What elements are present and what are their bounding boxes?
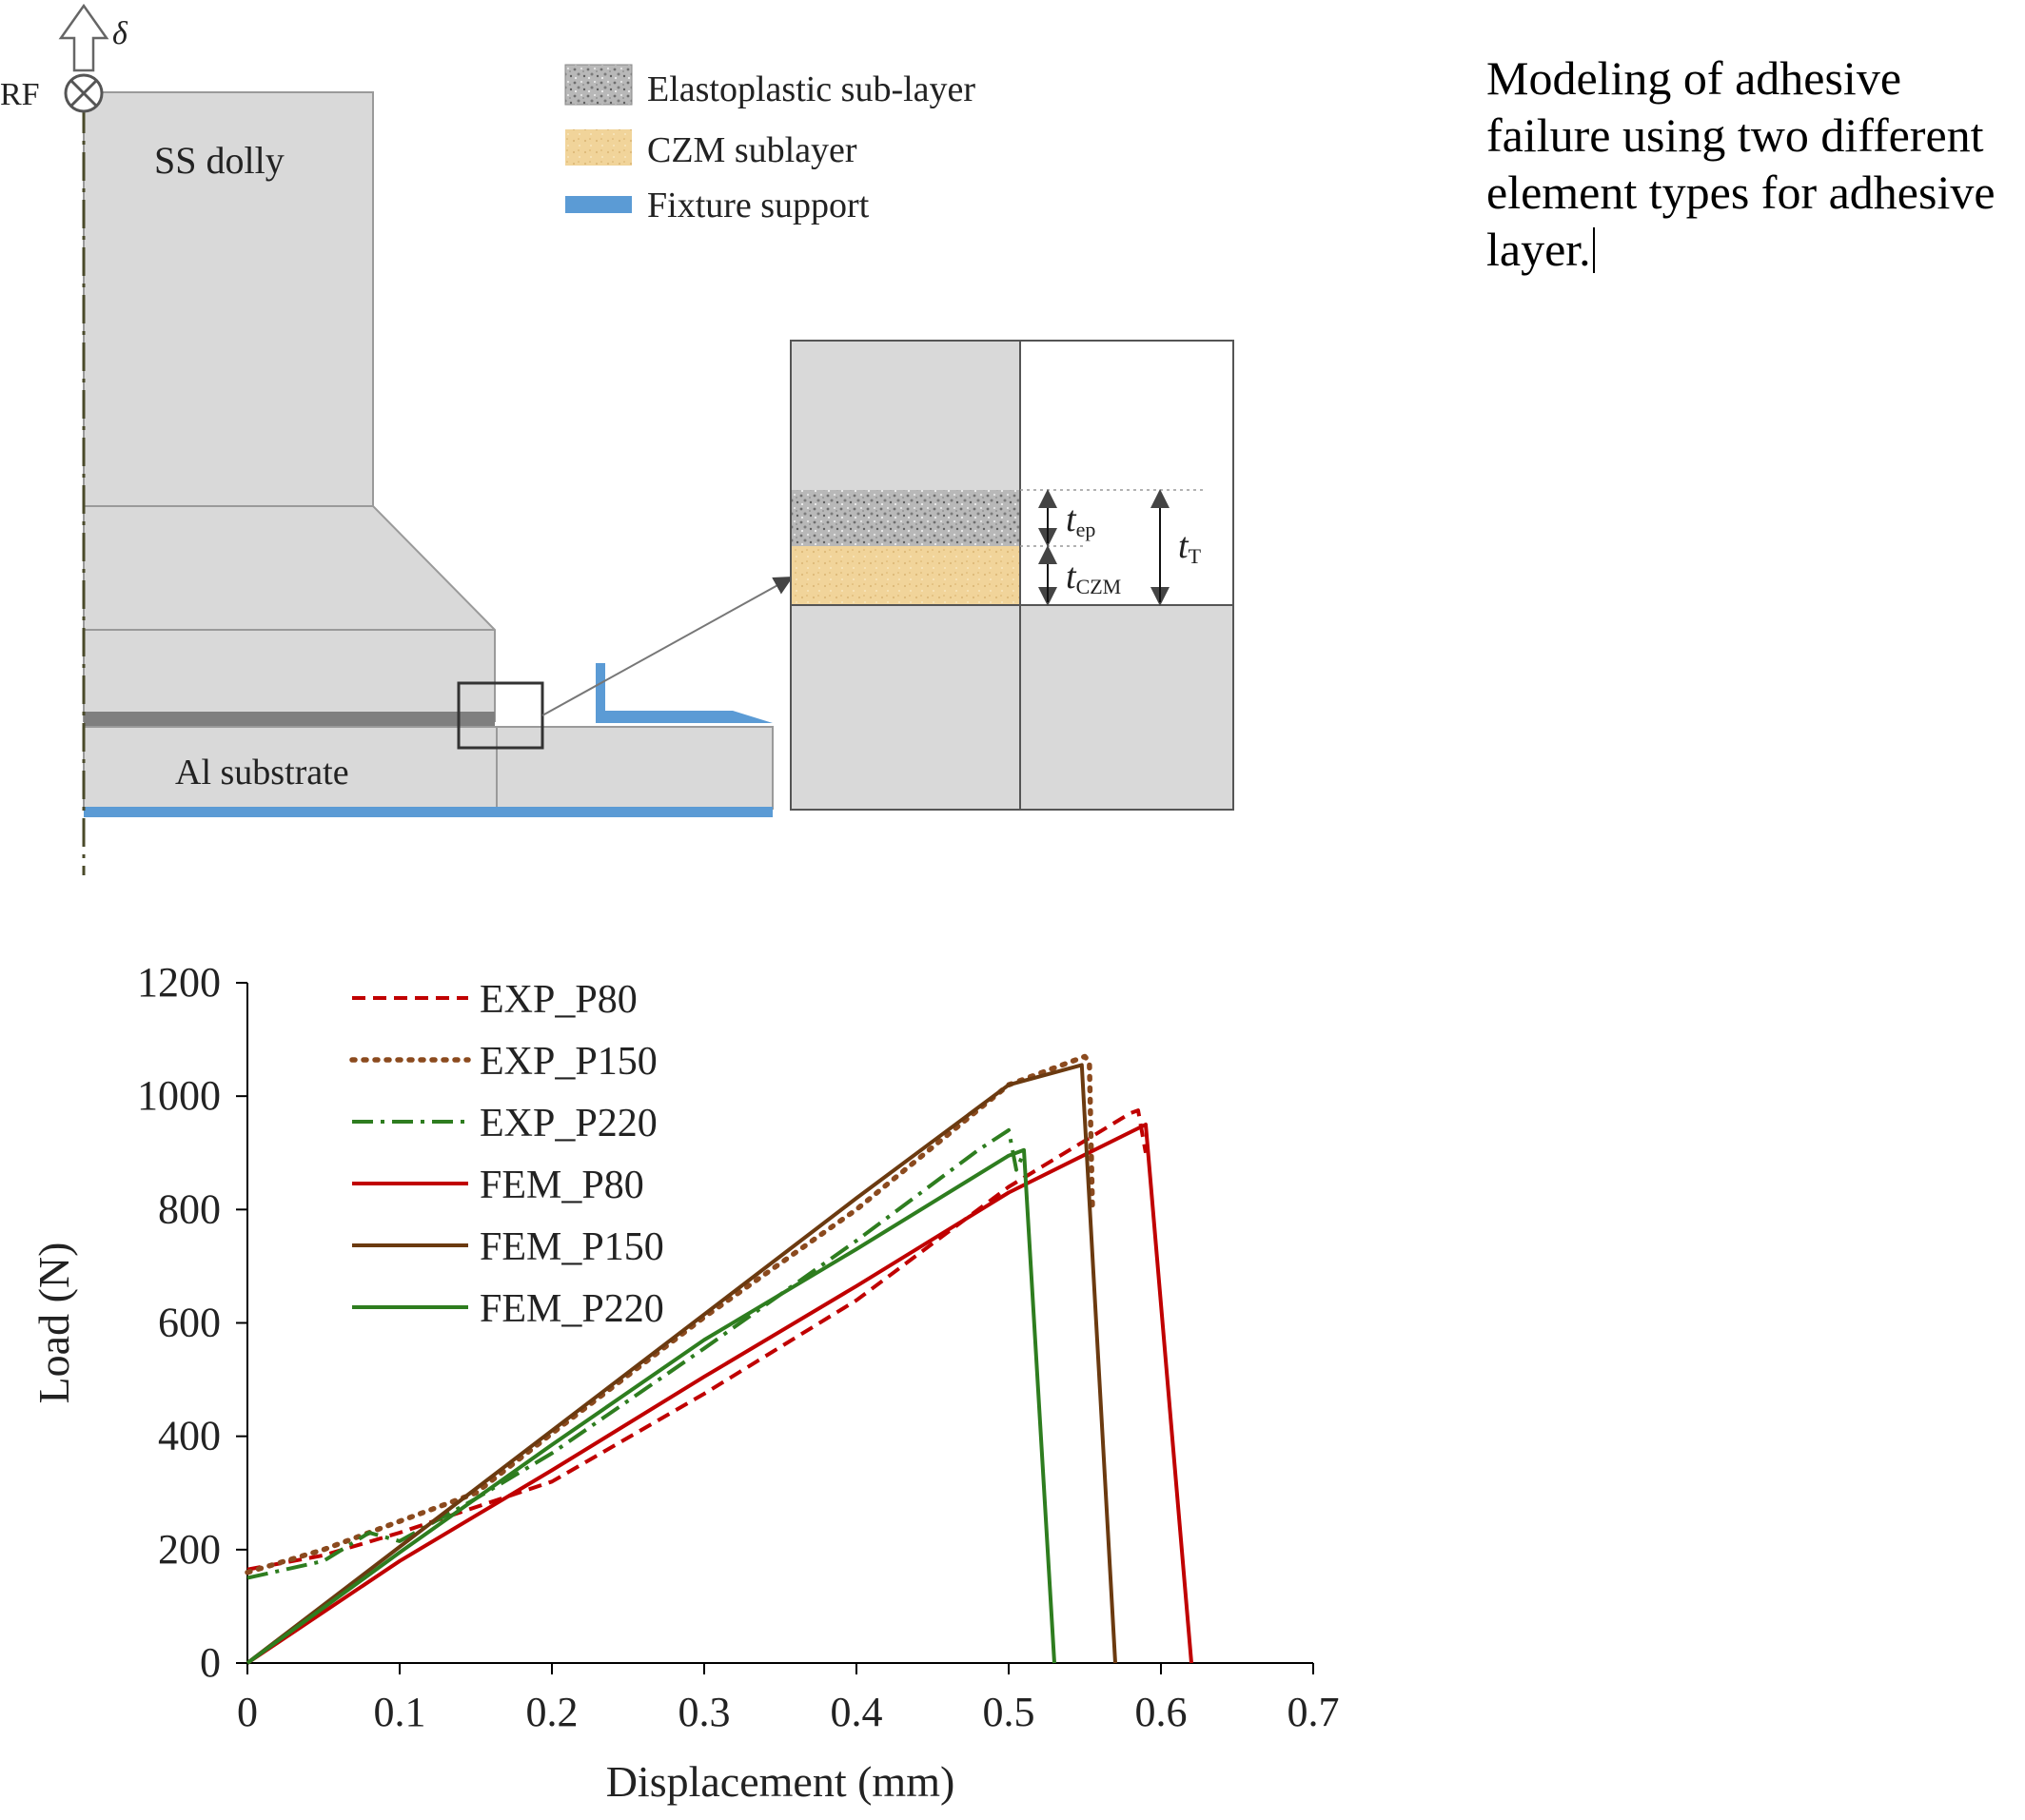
legend-swatch-elastoplastic bbox=[564, 64, 633, 106]
legend-label: EXP_P220 bbox=[480, 1102, 658, 1145]
series-line-exp-p150 bbox=[245, 1053, 1095, 1575]
y-tick-label: 600 bbox=[158, 1300, 221, 1346]
series-line-fem-p220 bbox=[246, 1147, 1056, 1665]
inset-detail: tep tCZM tT bbox=[790, 340, 1234, 811]
series-line-fem-p80 bbox=[246, 1123, 1193, 1665]
y-tick-label: 400 bbox=[158, 1413, 221, 1459]
annotation-text: Modeling of adhesive failure using two d… bbox=[1486, 51, 1996, 276]
series-line-exp-p80 bbox=[246, 1108, 1148, 1572]
ss-dolly bbox=[83, 91, 496, 722]
reference-point-icon bbox=[64, 73, 104, 113]
zoom-connector bbox=[541, 577, 794, 716]
delta-label: δ bbox=[112, 16, 128, 51]
legend-swatch-fixture bbox=[565, 196, 632, 213]
rf-label: RF bbox=[0, 77, 40, 112]
inset-czm-layer bbox=[792, 546, 1020, 605]
t-ep-label: tep bbox=[1066, 499, 1095, 541]
y-tick-label: 1000 bbox=[137, 1072, 221, 1119]
load-displacement-chart: 0 200 400 600 800 1000 1200 0 0.1 0.2 0.3 0.4 0.5 0.6… bbox=[29, 959, 1340, 1806]
x-tick-label: 0 bbox=[237, 1689, 258, 1735]
legend-label-czm: CZM sublayer bbox=[647, 130, 857, 170]
fixture-support-clamp bbox=[596, 663, 773, 723]
y-axis-label: Load (N) bbox=[29, 1243, 78, 1404]
t-total-label: tT bbox=[1178, 526, 1202, 568]
x-tick-label: 0.1 bbox=[374, 1689, 426, 1735]
adhesive-layer bbox=[84, 712, 495, 727]
specimen-diagram: δ RF SS dolly Al substrate Elastoplastic… bbox=[0, 3, 1234, 875]
substrate-label: Al substrate bbox=[175, 753, 349, 793]
fixture-support-bottom bbox=[84, 807, 773, 817]
series-line-fem-p150 bbox=[246, 1063, 1117, 1665]
legend-label: EXP_P80 bbox=[480, 978, 638, 1022]
x-tick-label: 0.3 bbox=[678, 1689, 731, 1735]
series-line-exp-p220 bbox=[246, 1127, 1026, 1580]
legend-label-fixture: Fixture support bbox=[647, 186, 870, 225]
annotation-note[interactable]: Modeling of adhesive failure using two d… bbox=[1486, 49, 2019, 278]
x-tick-label: 0.2 bbox=[526, 1689, 579, 1735]
x-tick-label: 0.6 bbox=[1135, 1689, 1188, 1735]
y-tick-label: 1200 bbox=[137, 959, 221, 1006]
legend-label-elastoplastic: Elastoplastic sub-layer bbox=[647, 69, 975, 109]
x-tick-label: 0.5 bbox=[983, 1689, 1035, 1735]
t-czm-label: tCZM bbox=[1066, 557, 1121, 598]
legend-swatch-czm bbox=[565, 129, 632, 166]
y-tick-label: 0 bbox=[200, 1639, 221, 1686]
x-tick-label: 0.4 bbox=[831, 1689, 883, 1735]
legend-label: FEM_P150 bbox=[480, 1225, 664, 1269]
chart-legend: EXP_P80 EXP_P150 EXP_P220 FEM_P80 FEM_P150 FE… bbox=[349, 978, 664, 1331]
y-tick-label: 800 bbox=[158, 1185, 221, 1232]
displacement-arrow bbox=[58, 3, 109, 72]
inset-elastoplastic-layer bbox=[792, 490, 1020, 546]
diagram-legend: Elastoplastic sub-layer CZM sublayer Fix… bbox=[564, 64, 975, 225]
chart-axes: 0 200 400 600 800 1000 1200 0 0.1 0.2 0.3 0.4 0.5 0.6… bbox=[137, 959, 1340, 1735]
dolly-label: SS dolly bbox=[154, 139, 285, 182]
legend-label: EXP_P150 bbox=[480, 1040, 658, 1084]
legend-label: FEM_P80 bbox=[480, 1164, 644, 1207]
legend-label: FEM_P220 bbox=[480, 1287, 664, 1331]
chart-series bbox=[245, 1053, 1193, 1665]
y-tick-label: 200 bbox=[158, 1526, 221, 1573]
text-cursor bbox=[1592, 227, 1595, 273]
x-axis-label: Displacement (mm) bbox=[606, 1757, 955, 1806]
x-tick-label: 0.7 bbox=[1288, 1689, 1340, 1735]
